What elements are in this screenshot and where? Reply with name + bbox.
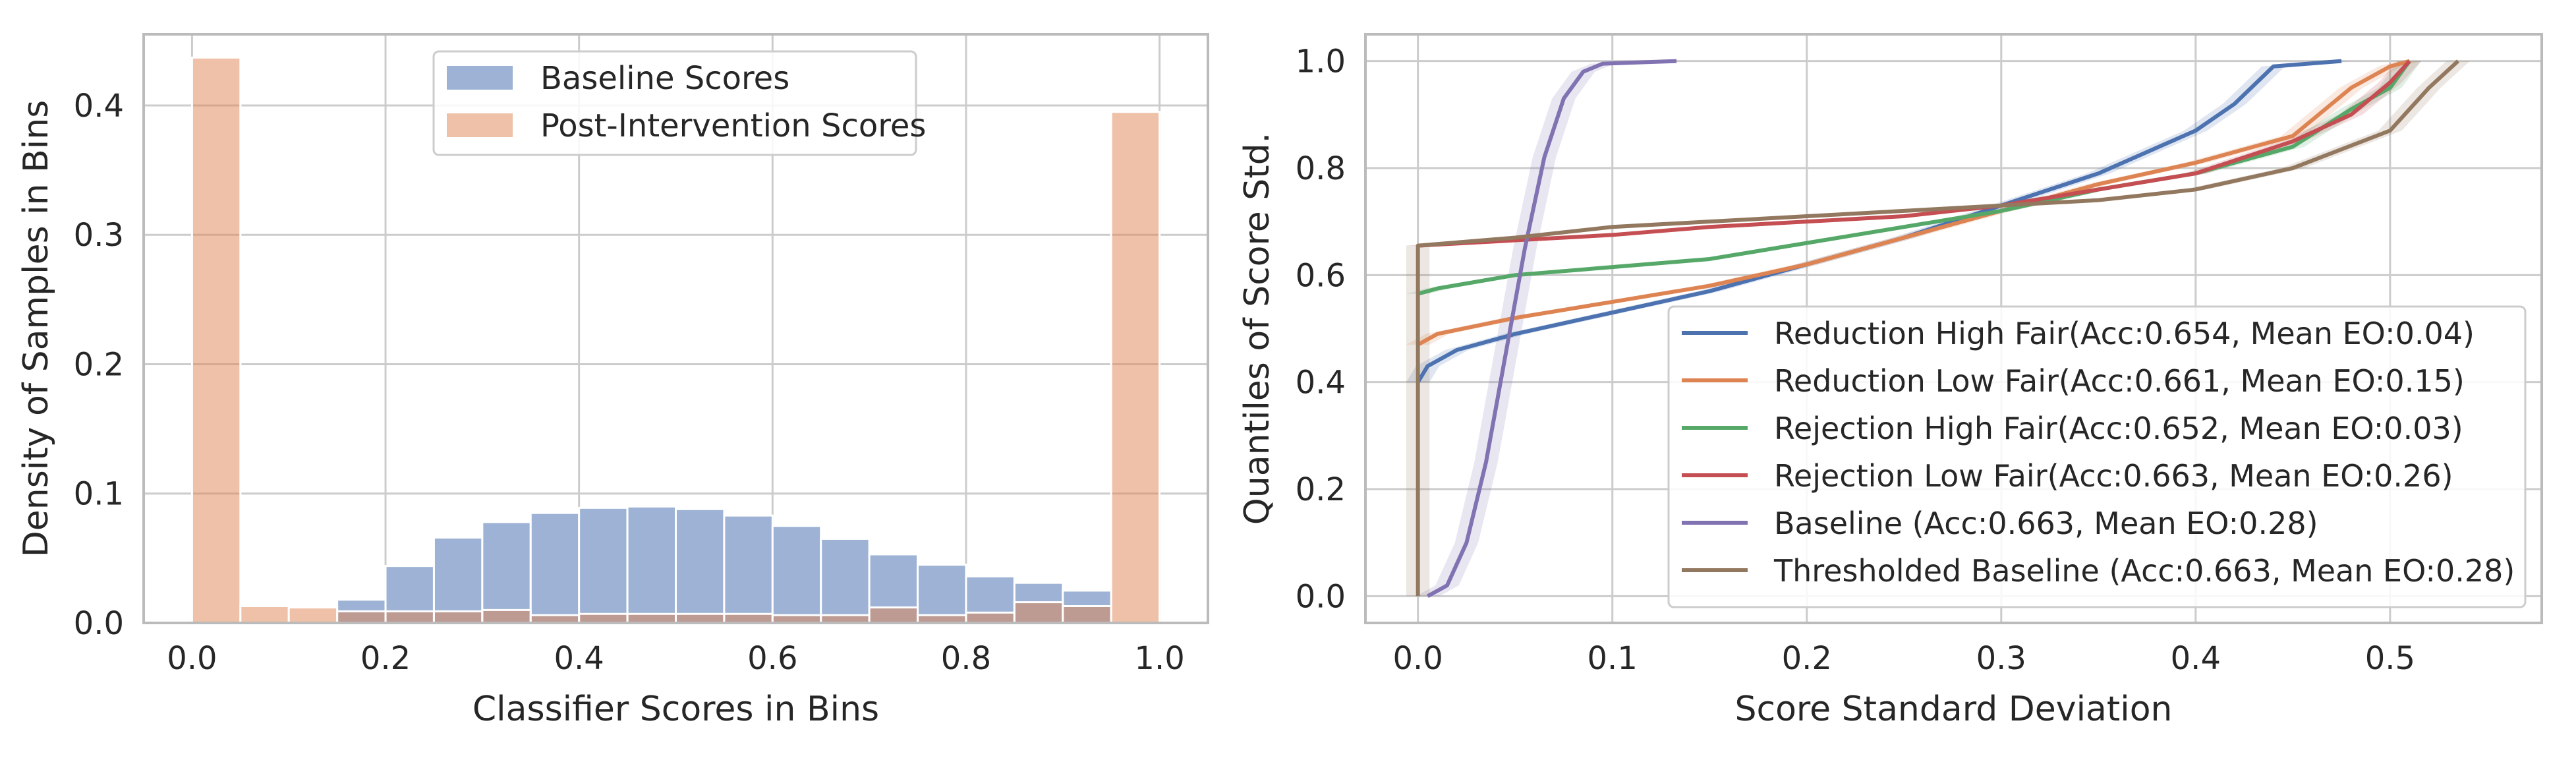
histogram-bar [336, 610, 387, 624]
legend: Reduction High Fair(Acc:0.654, Mean EO:0… [1667, 305, 2527, 608]
histogram-bar [481, 608, 532, 624]
y-axis-label: Density of Samples in Bins [16, 100, 56, 558]
legend-swatch [447, 113, 513, 137]
histogram-bar [287, 606, 339, 624]
legend-swatch [447, 66, 513, 90]
legend-box [432, 50, 917, 156]
histogram-bar [820, 537, 871, 624]
histogram-bar [384, 610, 435, 624]
y-tick-label: 0.6 [1296, 257, 1346, 294]
histogram-bar [675, 612, 726, 624]
x-tick-label: 0.4 [2171, 640, 2221, 677]
legend-label: Post-Intervention Scores [540, 107, 926, 144]
x-tick-label: 0.1 [1588, 640, 1638, 677]
histogram-bar [626, 505, 677, 624]
histogram-bar [481, 521, 532, 624]
legend-label: Rejection Low Fair(Acc:0.663, Mean EO:0.… [1774, 458, 2453, 494]
histogram-bar [626, 612, 677, 624]
x-axis-label: Score Standard Deviation [1735, 690, 2173, 729]
legend-label: Baseline (Acc:0.663, Mean EO:0.28) [1774, 506, 2318, 541]
y-tick-label: 0.3 [74, 217, 124, 254]
x-tick-label: 0.5 [2365, 640, 2415, 677]
histogram-bar [1013, 601, 1064, 624]
y-axis-label: Quantiles of Score Std. [1238, 132, 1277, 525]
x-tick-label: 0.2 [1782, 640, 1832, 677]
y-tick-label: 0.2 [1296, 471, 1346, 508]
histogram-bar [675, 508, 726, 624]
x-tick-label: 0.6 [747, 640, 797, 677]
y-tick-label: 0.1 [74, 476, 124, 513]
histogram-bar [190, 56, 242, 624]
x-tick-label: 0.0 [167, 640, 217, 677]
y-tick-label: 0.0 [74, 605, 124, 642]
legend-label: Reduction Low Fair(Acc:0.661, Mean EO:0.… [1774, 363, 2465, 399]
histogram-bar [432, 536, 484, 624]
legend-label: Baseline Scores [540, 60, 789, 97]
series-line [1417, 59, 2411, 296]
series-line [1416, 59, 2460, 597]
y-tick-label: 0.2 [74, 346, 124, 383]
legend-label: Thresholded Baseline (Acc:0.663, Mean EO… [1773, 553, 2515, 589]
x-tick-label: 0.2 [360, 640, 411, 677]
x-tick-label: 0.3 [1976, 640, 2026, 677]
histogram-bar [771, 525, 822, 624]
series-line [1426, 59, 1677, 599]
quantile-panel: 0.0 0.1 0.2 0.3 0.4 0.5 0.0 0.2 0.4 0.6 0.8 1.0 Scor… [1238, 33, 2543, 729]
x-tick-label: 1.0 [1134, 640, 1184, 677]
histogram-bar [1062, 604, 1112, 624]
x-axis-label: Classifier Scores in Bins [472, 690, 879, 729]
histogram-bar [529, 512, 581, 624]
histogram-bar [965, 611, 1016, 624]
histogram-bar [578, 612, 629, 624]
y-tick-label: 0.8 [1296, 150, 1346, 187]
legend-box [1667, 305, 2527, 608]
histogram-bar [868, 606, 919, 624]
legend-label: Rejection High Fair(Acc:0.652, Mean EO:0… [1774, 411, 2463, 446]
legend: Baseline Scores Post-Intervention Scores [432, 50, 926, 156]
plot-frame [142, 33, 1209, 624]
plot-frame [1364, 33, 2543, 624]
histogram-bar [723, 514, 774, 624]
y-tick-label: 1.0 [1296, 44, 1346, 80]
x-tick-label: 0.0 [1392, 640, 1443, 677]
histogram-bar [1110, 111, 1161, 624]
histogram-panel: 0.0 0.2 0.4 0.6 0.8 1.0 0.0 0.1 0.2 0.3 0.4 Classif… [16, 33, 1209, 729]
histogram-bar [723, 612, 774, 624]
histogram-bar [578, 506, 629, 624]
x-tick-label: 0.8 [941, 640, 991, 677]
histogram-bar [917, 564, 967, 624]
series-line [1417, 59, 2411, 347]
x-tick-label: 0.4 [554, 640, 604, 677]
legend-label: Reduction High Fair(Acc:0.654, Mean EO:0… [1774, 316, 2475, 351]
y-tick-label: 0.0 [1296, 578, 1346, 615]
histogram-bar [432, 610, 484, 624]
histogram-bar [239, 604, 290, 624]
y-tick-label: 0.4 [1296, 365, 1346, 401]
y-tick-label: 0.4 [74, 88, 124, 125]
